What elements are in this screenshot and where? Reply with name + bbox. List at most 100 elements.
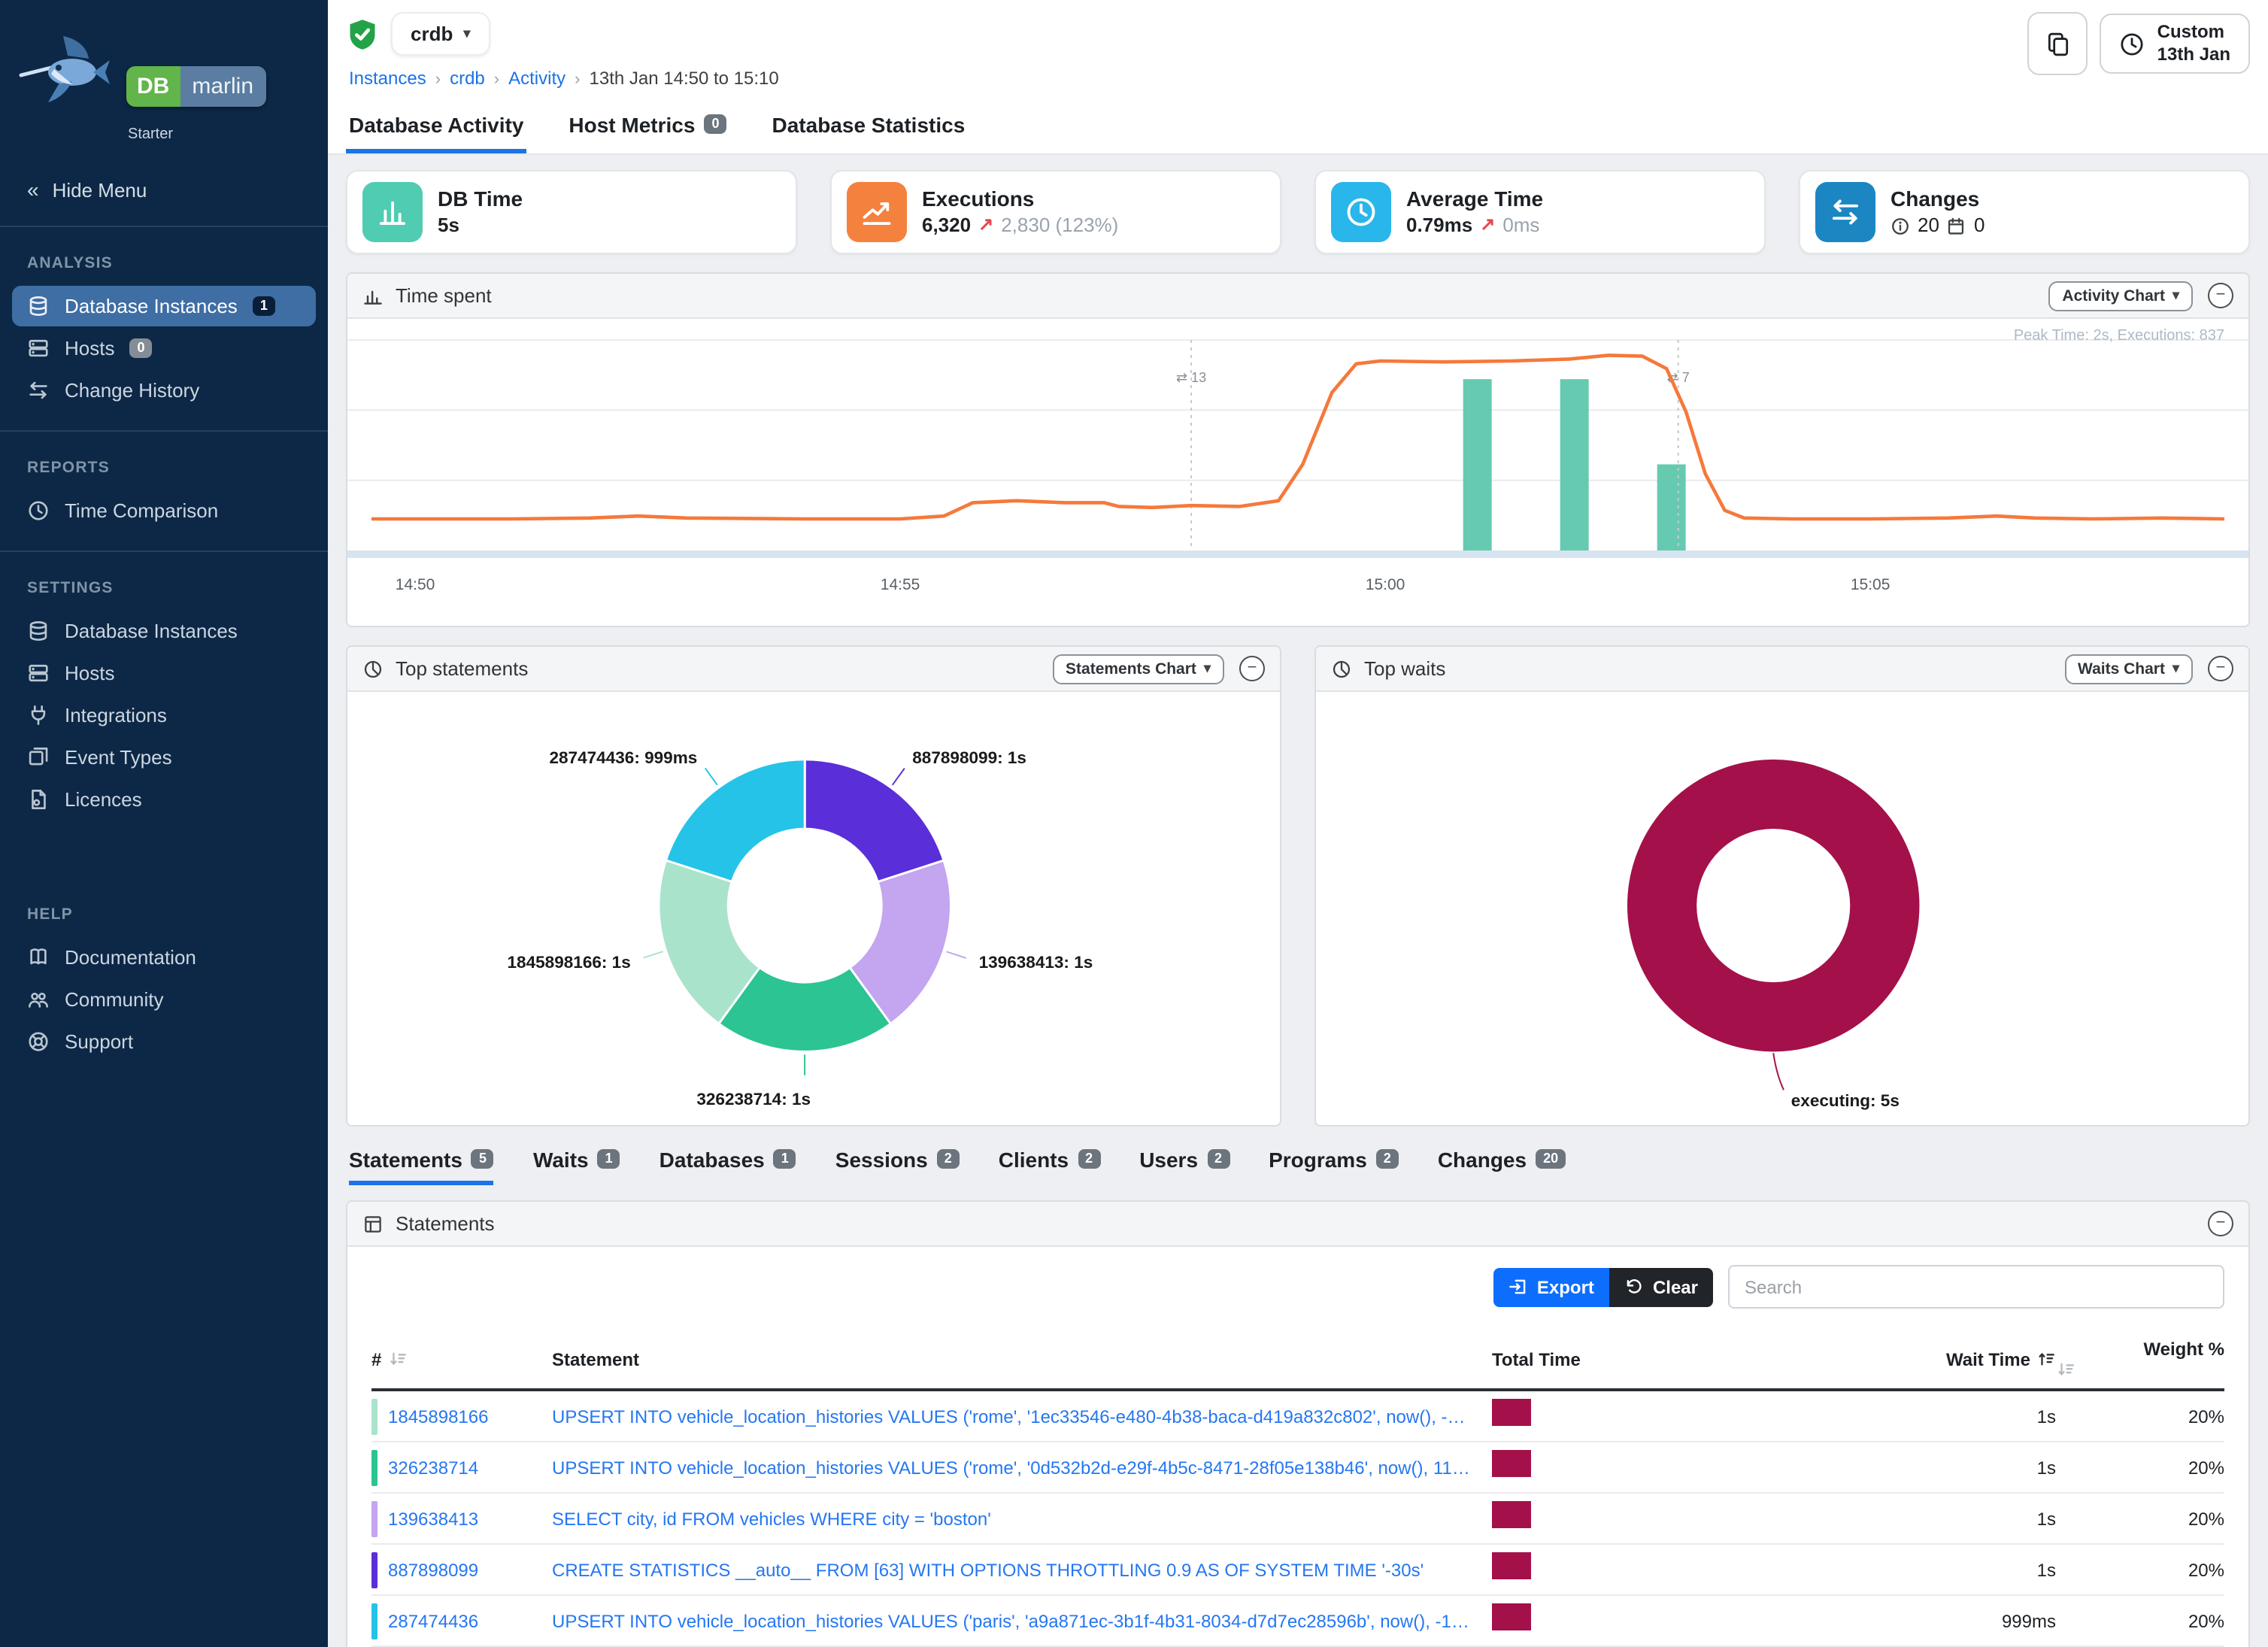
executions-bar[interactable] xyxy=(1463,379,1492,551)
tab-users[interactable]: Users 2 xyxy=(1139,1148,1230,1185)
executions-bar[interactable] xyxy=(1560,379,1589,551)
donut-slice-139638413[interactable] xyxy=(848,859,952,1026)
statement-cell: UPSERT INTO vehicle_location_histories V… xyxy=(552,1406,1492,1427)
sidebar-item-label: Integrations xyxy=(65,703,167,726)
sidebar-item-database-instances[interactable]: Database Instances xyxy=(12,611,316,651)
statements-chart-dropdown[interactable]: Statements Chart ▾ xyxy=(1052,654,1224,684)
tab-changes[interactable]: Changes 20 xyxy=(1438,1148,1566,1185)
statement-cell: UPSERT INTO vehicle_location_histories V… xyxy=(552,1457,1492,1478)
series-color-bar xyxy=(371,1449,377,1485)
donut-slice-label: 1845898166: 1s xyxy=(508,953,631,972)
sidebar-section-title: ANALYSIS xyxy=(27,254,113,272)
sidebar-item-hosts[interactable]: Hosts xyxy=(12,653,316,693)
sidebar-item-database-instances[interactable]: Database Instances 1 xyxy=(12,286,316,326)
weight-cell: 20% xyxy=(2188,1457,2224,1478)
sidebar-item-label: Time Comparison xyxy=(65,499,219,521)
tab-label: Programs xyxy=(1269,1148,1367,1172)
statements-panel: Statements − Export xyxy=(346,1200,2250,1647)
breadcrumb-crdb[interactable]: crdb xyxy=(450,68,485,89)
donut-slice-326238714[interactable] xyxy=(717,966,893,1053)
clock-icon xyxy=(2120,31,2145,56)
collapse-panel-button[interactable]: − xyxy=(2208,656,2233,681)
donut-slice-887898099[interactable] xyxy=(803,758,945,884)
server-icon xyxy=(27,662,50,684)
tab-label: Host Metrics xyxy=(569,113,696,137)
column-header-[interactable]: # xyxy=(371,1348,552,1369)
breadcrumb-instances[interactable]: Instances xyxy=(349,68,426,89)
sidebar-item-community[interactable]: Community xyxy=(12,979,316,1020)
top-bar: crdb ▾ Instances › crdb › Activity › 13th Jan … xyxy=(328,0,2268,95)
chevron-down-icon: ▾ xyxy=(2172,660,2179,675)
tab-label: Waits xyxy=(532,1148,589,1172)
statement-id-link[interactable]: 287474436 xyxy=(388,1610,479,1631)
chevron-down-icon: ▾ xyxy=(463,26,471,41)
sidebar-item-licences[interactable]: Licences xyxy=(12,779,316,820)
metric-card-changes: Changes 20 0 xyxy=(1799,170,2250,254)
instance-name: crdb xyxy=(411,23,453,45)
change-marker[interactable]: ⇄ 13 xyxy=(1176,370,1206,385)
series-color-bar xyxy=(371,1551,377,1588)
tab-database-activity[interactable]: Database Activity xyxy=(346,104,527,153)
statement-link[interactable]: CREATE STATISTICS __auto__ FROM [63] WIT… xyxy=(552,1559,1424,1580)
tab-waits[interactable]: Waits 1 xyxy=(533,1148,620,1185)
breadcrumb-activity[interactable]: Activity xyxy=(508,68,566,89)
statement-link[interactable]: SELECT city, id FROM vehicles WHERE city… xyxy=(552,1508,991,1529)
total-time-bar xyxy=(1492,1603,1531,1630)
column-header-wait-time[interactable]: Wait Time xyxy=(1755,1348,2056,1369)
docs-icon xyxy=(27,946,50,969)
instance-selector[interactable]: crdb ▾ xyxy=(391,12,490,56)
activity-chart-dropdown[interactable]: Activity Chart ▾ xyxy=(2048,281,2193,311)
pie-chart-icon xyxy=(1331,658,1352,679)
tab-database-statistics[interactable]: Database Statistics xyxy=(769,104,969,153)
statement-link[interactable]: UPSERT INTO vehicle_location_histories V… xyxy=(552,1406,1471,1427)
wait-time-cell: 1s xyxy=(2036,1406,2056,1427)
statement-link[interactable]: UPSERT INTO vehicle_location_histories V… xyxy=(552,1610,1471,1631)
statement-id-link[interactable]: 887898099 xyxy=(388,1559,479,1580)
tab-databases[interactable]: Databases 1 xyxy=(659,1148,796,1185)
tab-statements[interactable]: Statements 5 xyxy=(349,1148,494,1185)
tab-programs[interactable]: Programs 2 xyxy=(1269,1148,1399,1185)
table-row: 326238714 UPSERT INTO vehicle_location_hi… xyxy=(371,1442,2224,1494)
search-input[interactable] xyxy=(1728,1265,2224,1309)
info-icon xyxy=(1891,216,1910,235)
tab-host-metrics[interactable]: Host Metrics 0 xyxy=(565,104,729,153)
statement-id-link[interactable]: 1845898166 xyxy=(388,1406,489,1427)
sidebar-item-integrations[interactable]: Integrations xyxy=(12,695,316,736)
time-range-button[interactable]: Custom 13th Jan xyxy=(2100,14,2250,74)
sidebar-item-label: Hosts xyxy=(65,661,115,684)
clear-button[interactable]: Clear xyxy=(1609,1267,1713,1306)
statement-cell: UPSERT INTO vehicle_location_histories V… xyxy=(552,1610,1492,1631)
donut-slice-287474436[interactable] xyxy=(664,758,806,884)
x-axis-tick: 14:55 xyxy=(881,576,920,593)
hide-menu-button[interactable]: « Hide Menu xyxy=(0,162,328,226)
metric-card-title: Average Time xyxy=(1406,187,1544,211)
sidebar-item-documentation[interactable]: Documentation xyxy=(12,937,316,978)
sidebar-item-event-types[interactable]: Event Types xyxy=(12,737,316,778)
tab-sessions[interactable]: Sessions 2 xyxy=(835,1148,960,1185)
total-time-bar xyxy=(1492,1501,1531,1528)
bar-chart-icon xyxy=(362,285,384,306)
top-waits-header: Top waits Waits Chart ▾ − xyxy=(1316,647,2248,692)
statement-id-link[interactable]: 326238714 xyxy=(388,1457,479,1478)
series-color-bar xyxy=(371,1398,377,1434)
waits-chart-dropdown[interactable]: Waits Chart ▾ xyxy=(2064,654,2193,684)
sidebar-section-title: REPORTS xyxy=(27,459,110,477)
sidebar-item-hosts[interactable]: Hosts 0 xyxy=(12,328,316,369)
sidebar-item-support[interactable]: Support xyxy=(12,1021,316,1062)
collapse-panel-button[interactable]: − xyxy=(1239,656,1265,681)
metric-card-text: Average Time 0.79ms ↗ 0ms xyxy=(1406,186,1543,238)
tab-clients[interactable]: Clients 2 xyxy=(999,1148,1101,1185)
statement-link[interactable]: UPSERT INTO vehicle_location_histories V… xyxy=(552,1457,1471,1478)
collapse-panel-button[interactable]: − xyxy=(2208,1211,2233,1236)
executions-bar[interactable] xyxy=(1657,464,1686,551)
sidebar-item-time-comparison[interactable]: Time Comparison xyxy=(12,490,316,531)
collapse-panel-button[interactable]: − xyxy=(2208,283,2233,308)
donut-slice-executing[interactable] xyxy=(1627,759,1920,1052)
sidebar-item-change-history[interactable]: Change History xyxy=(12,370,316,411)
copy-button[interactable] xyxy=(2027,12,2088,75)
column-header-weight[interactable]: Weight % xyxy=(2056,1339,2224,1379)
donut-slice-1845898166[interactable] xyxy=(657,859,762,1026)
statement-id-link[interactable]: 139638413 xyxy=(388,1508,479,1529)
export-button[interactable]: Export xyxy=(1493,1267,1609,1306)
